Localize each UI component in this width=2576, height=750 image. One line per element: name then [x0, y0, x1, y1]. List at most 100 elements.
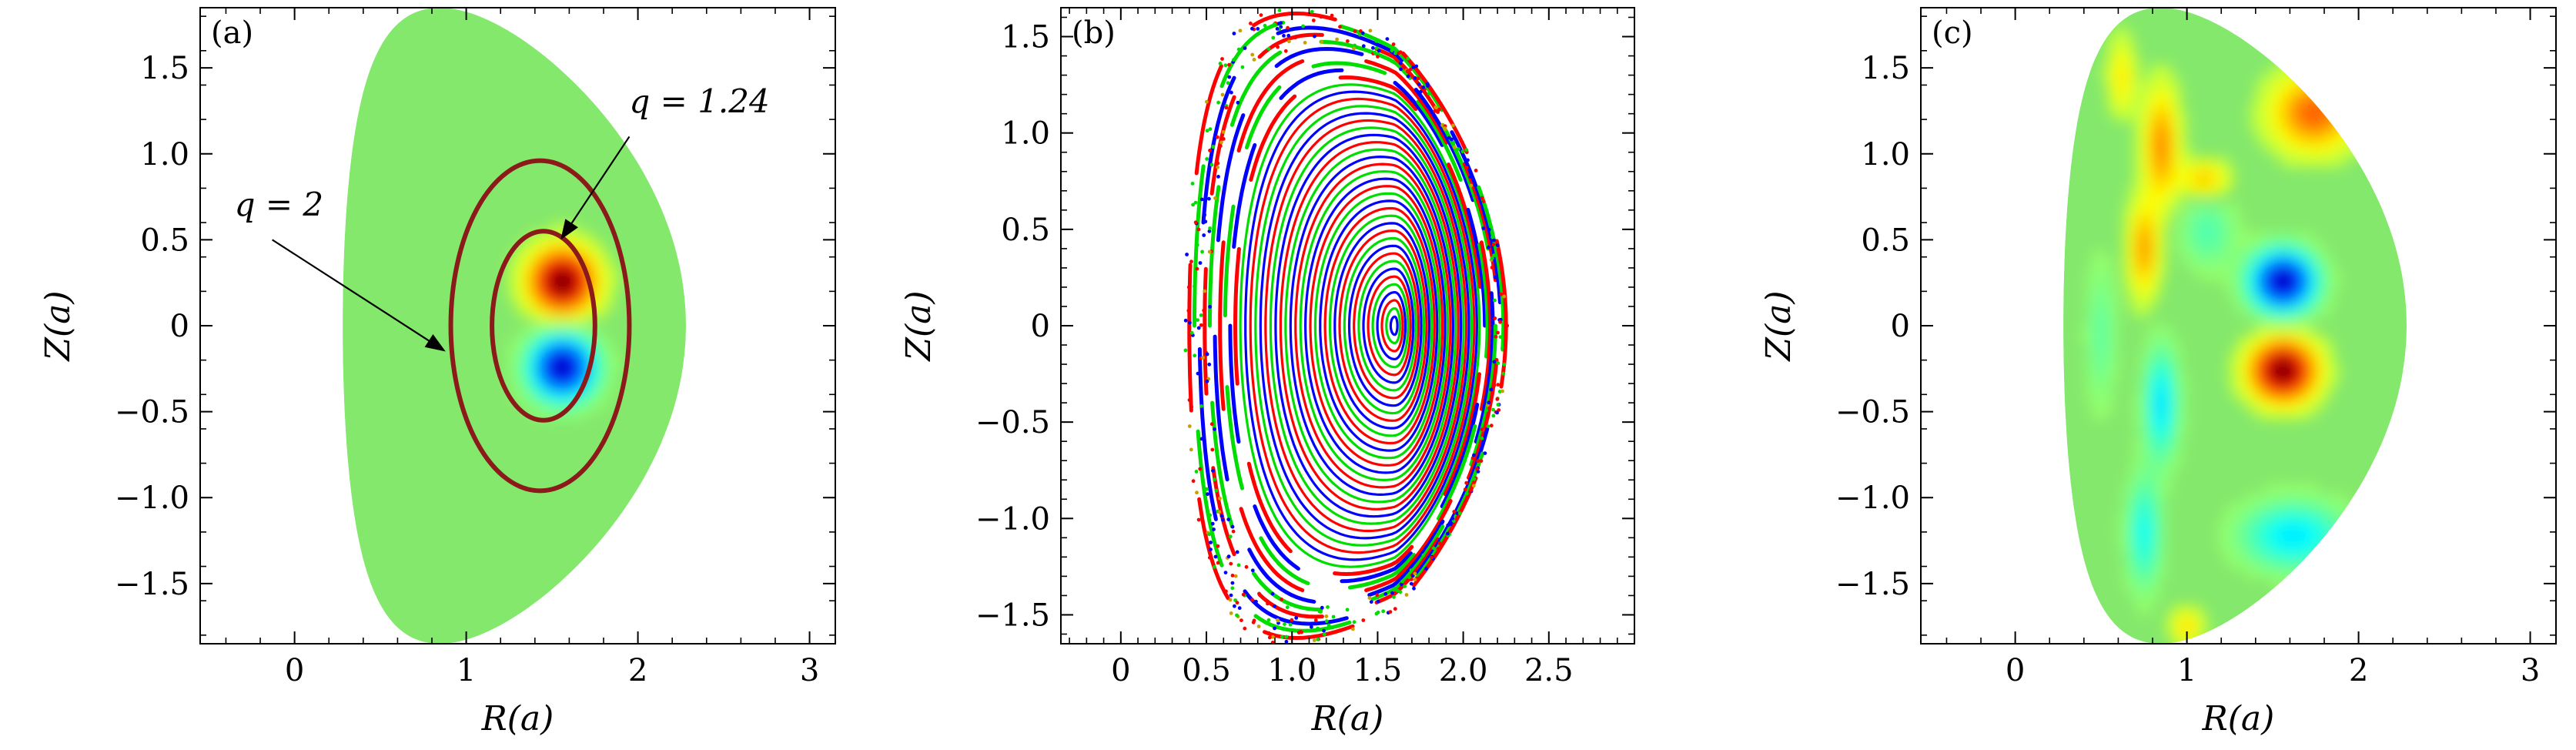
- heatmap-cell: [560, 372, 567, 383]
- heatmap-cell: [2213, 251, 2219, 261]
- heatmap-cell: [2144, 204, 2150, 215]
- heatmap-cell: [2223, 521, 2230, 532]
- heatmap-cell: [2355, 549, 2361, 560]
- heatmap-cell: [2107, 64, 2113, 75]
- heatmap-cell: [2144, 419, 2150, 429]
- heatmap-cell: [2160, 484, 2166, 494]
- heatmap-cell: [2155, 223, 2161, 233]
- poincare-point: [1476, 470, 1480, 474]
- heatmap-cell: [2318, 381, 2324, 392]
- heatmap-cell: [2323, 503, 2330, 513]
- heatmap-cell: [534, 306, 540, 317]
- poincare-point: [1437, 107, 1441, 112]
- heatmap-cell: [2255, 559, 2261, 569]
- heatmap-cell: [2313, 129, 2320, 140]
- heatmap-cell: [2292, 120, 2298, 131]
- heatmap-cell: [2270, 400, 2277, 410]
- poincare-point: [1502, 362, 1507, 367]
- heatmap-cell: [2233, 204, 2240, 215]
- heatmap-cell: [2323, 344, 2330, 354]
- heatmap-cell: [2292, 148, 2298, 159]
- heatmap-cell: [2360, 102, 2367, 112]
- heatmap-cell: [2165, 335, 2172, 345]
- heatmap-cell: [545, 344, 551, 354]
- heatmap-cell: [2313, 390, 2320, 401]
- heatmap-cell: [2281, 503, 2287, 513]
- heatmap-cell: [2292, 157, 2298, 168]
- heatmap-cell: [2139, 102, 2146, 112]
- heatmap-cell: [2334, 521, 2340, 532]
- heatmap-cell: [534, 326, 540, 336]
- heatmap-cell: [2197, 223, 2203, 233]
- heatmap-cell: [2244, 260, 2250, 270]
- heatmap-cell: [2149, 204, 2156, 215]
- heatmap-cell: [2165, 129, 2172, 140]
- heatmap-cell: [2287, 148, 2293, 159]
- poincare-point: [1250, 26, 1254, 31]
- heatmap-cell: [2207, 251, 2214, 261]
- heatmap-cell: [2313, 260, 2320, 270]
- heatmap-cell: [2355, 540, 2361, 551]
- heatmap-cell: [2233, 297, 2240, 308]
- heatmap-cell: [555, 363, 562, 373]
- heatmap-cell: [2233, 521, 2240, 532]
- heatmap-cell: [2149, 82, 2156, 93]
- heatmap-cell: [508, 372, 514, 383]
- heatmap-cell: [2160, 353, 2166, 364]
- heatmap-cell: [2165, 390, 2172, 401]
- heatmap-cell: [2281, 531, 2287, 541]
- heatmap-cell: [2129, 270, 2135, 280]
- heatmap-cell: [2255, 540, 2261, 551]
- heatmap-cell: [2239, 549, 2246, 560]
- poincare-point: [1284, 634, 1289, 639]
- heatmap-cell: [2160, 167, 2166, 177]
- heatmap-cell: [2287, 521, 2293, 532]
- poincare-point: [1353, 29, 1357, 33]
- poincare-point: [1257, 591, 1261, 596]
- heatmap-cell: [2323, 559, 2330, 569]
- heatmap-cell: [2139, 390, 2146, 401]
- heatmap-cell: [2255, 568, 2261, 578]
- heatmap-cell: [2160, 64, 2166, 75]
- heatmap-cell: [2266, 129, 2272, 140]
- heatmap-cell: [2303, 494, 2309, 504]
- heatmap-cell: [2197, 167, 2203, 177]
- heatmap-cell: [2155, 456, 2161, 467]
- heatmap-cell: [2149, 213, 2156, 224]
- heatmap-cell: [2096, 410, 2103, 420]
- heatmap-cell: [2339, 102, 2346, 112]
- heatmap-cell: [534, 241, 540, 252]
- heatmap-cell: [2155, 260, 2161, 270]
- heatmap-cell: [2260, 270, 2267, 280]
- heatmap-cell: [2139, 410, 2146, 420]
- heatmap-cell: [2281, 73, 2287, 84]
- heatmap-cell: [2318, 363, 2324, 373]
- heatmap-cell: [587, 400, 594, 410]
- heatmap-cell: [2233, 372, 2240, 383]
- poincare-point: [1331, 614, 1336, 619]
- heatmap-cell: [2170, 204, 2177, 215]
- heatmap-cell: [2165, 176, 2172, 186]
- heatmap-cell: [2307, 390, 2314, 401]
- heatmap-cell: [2323, 494, 2330, 504]
- heatmap-cell: [2160, 400, 2166, 410]
- heatmap-cell: [2192, 232, 2198, 243]
- poincare-point: [1266, 47, 1271, 51]
- heatmap-cell: [2276, 363, 2283, 373]
- poincare-point: [1446, 531, 1450, 536]
- poincare-point: [1492, 360, 1497, 364]
- heatmap-cell: [534, 279, 540, 290]
- poincare-surface: [1353, 252, 1420, 400]
- heatmap-cell: [2160, 512, 2166, 523]
- panel-b-ylabel: Z(a): [899, 290, 938, 362]
- heatmap-cell: [2102, 372, 2109, 383]
- heatmap-cell: [2113, 335, 2119, 345]
- heatmap-cell: [2270, 335, 2277, 345]
- heatmap-cell: [2244, 288, 2250, 299]
- heatmap-cell: [2250, 353, 2256, 364]
- poincare-point: [1220, 517, 1225, 522]
- heatmap-cell: [2149, 120, 2156, 131]
- poincare-point: [1198, 467, 1203, 471]
- heatmap-cell: [2276, 390, 2283, 401]
- heatmap-cell: [2313, 297, 2320, 308]
